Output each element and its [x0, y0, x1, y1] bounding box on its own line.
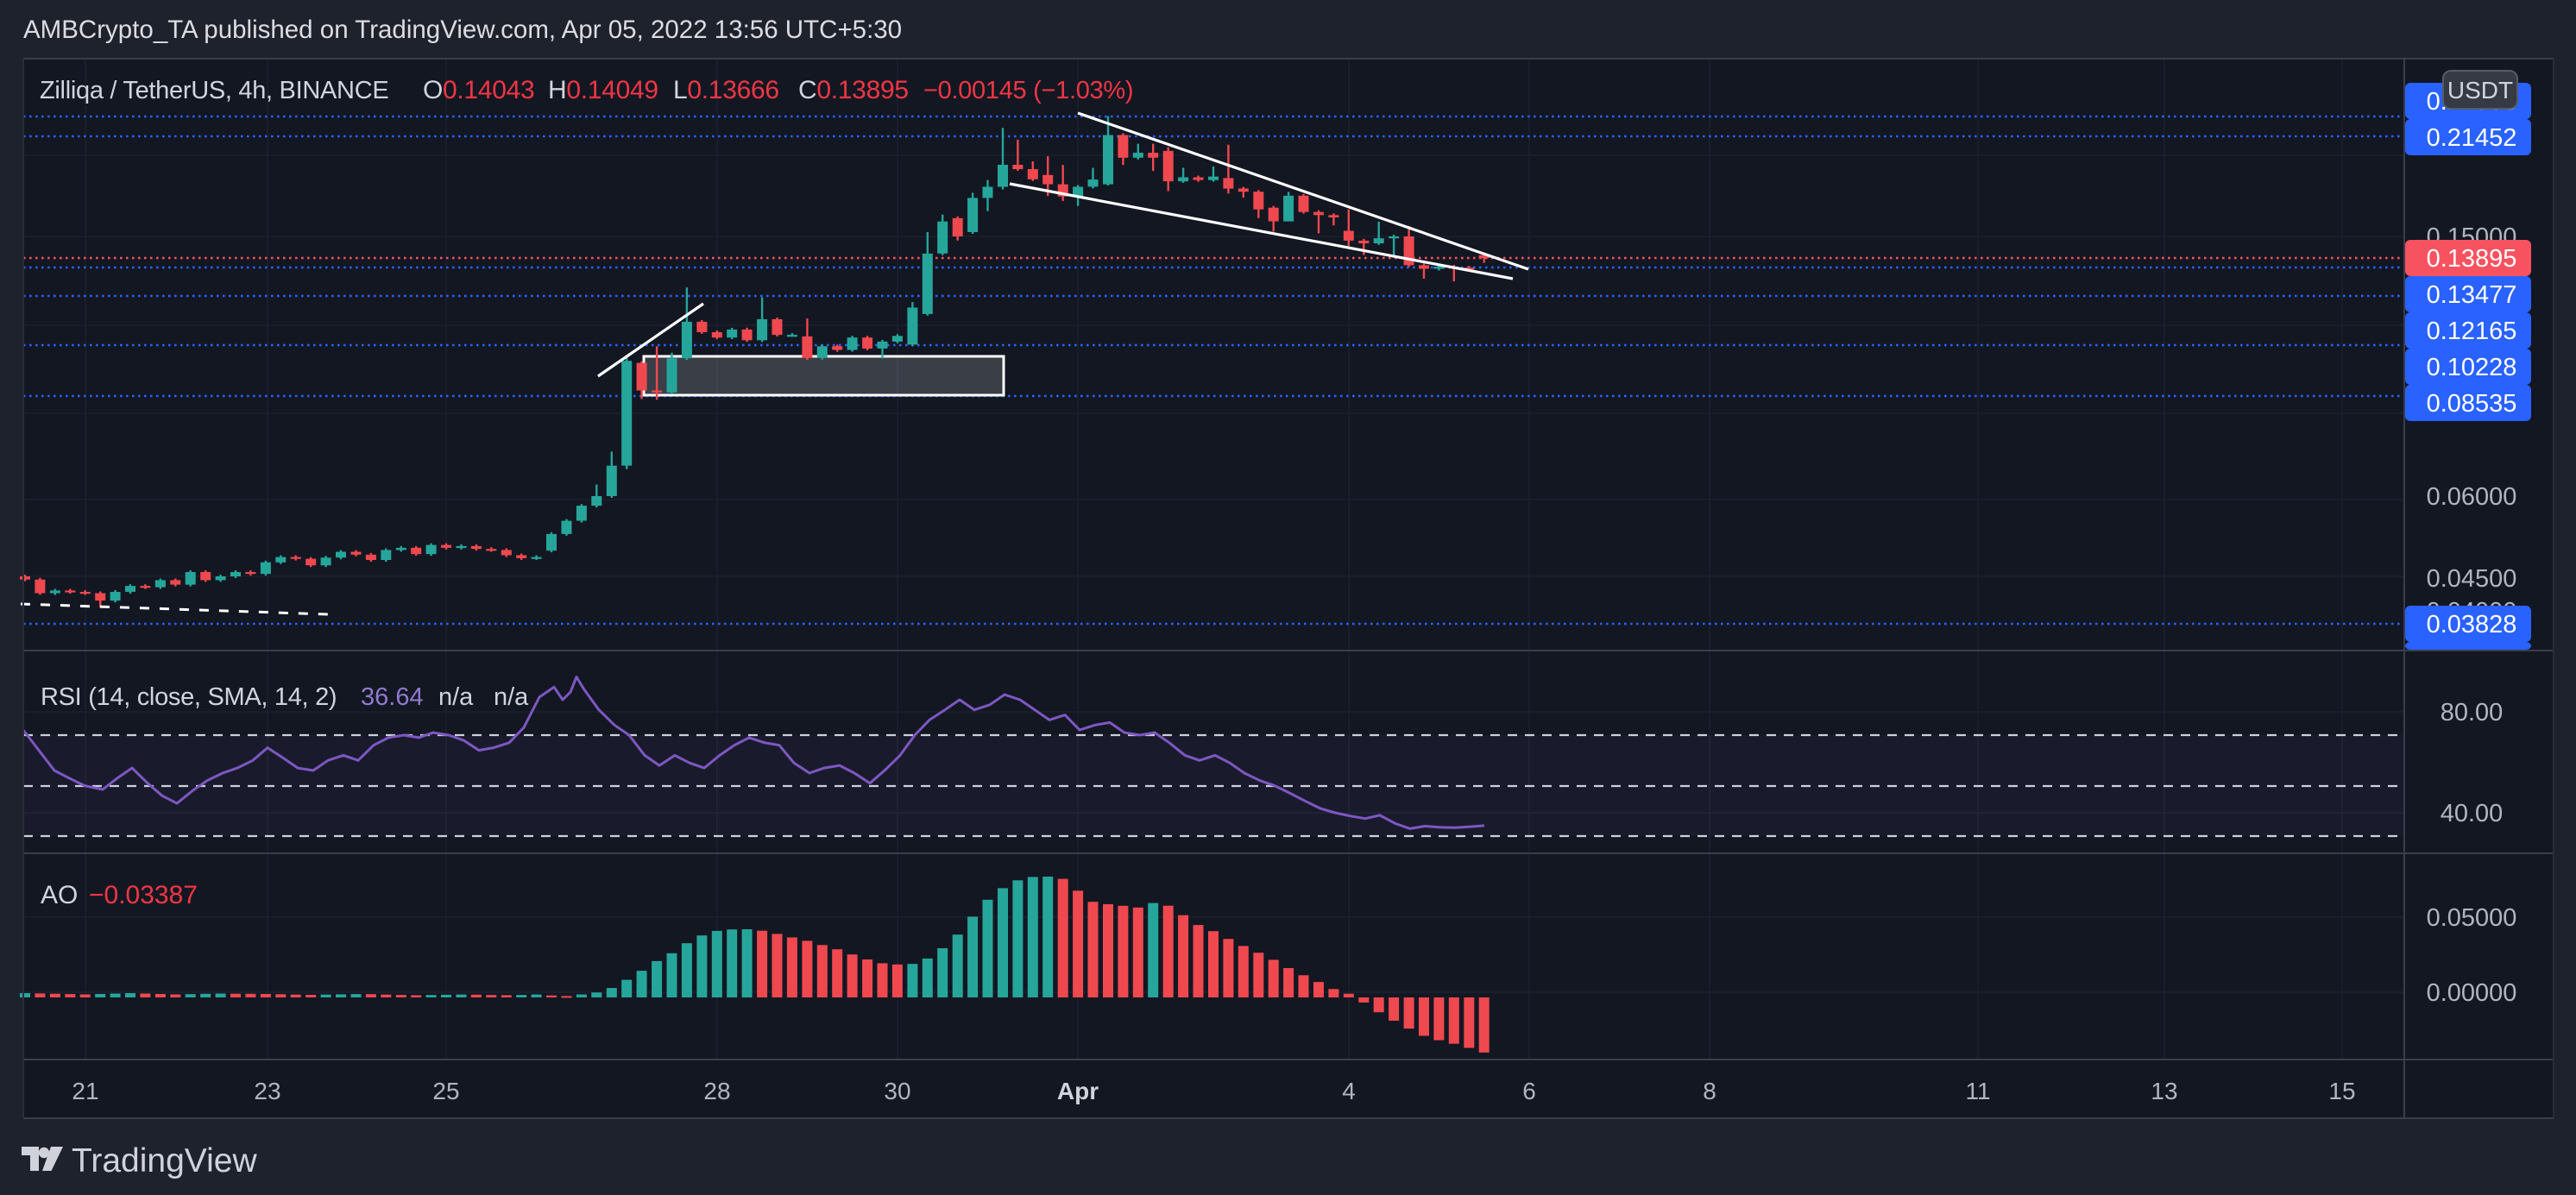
svg-text:AO: AO — [41, 881, 78, 909]
svg-text:0.06000: 0.06000 — [2427, 483, 2517, 511]
svg-text:8: 8 — [1703, 1078, 1716, 1104]
svg-text:30: 30 — [884, 1078, 910, 1104]
svg-text:25: 25 — [432, 1078, 459, 1104]
svg-text:−0.00145 (−1.03%): −0.00145 (−1.03%) — [923, 77, 1133, 104]
svg-text:80.00: 80.00 — [2441, 699, 2504, 726]
svg-text:n/a: n/a — [438, 683, 474, 711]
svg-text:Zilliqa / TetherUS, 4h, BINANC: Zilliqa / TetherUS, 4h, BINANCE — [40, 77, 388, 104]
svg-text:TradingView: TradingView — [72, 1142, 257, 1179]
svg-text:40.00: 40.00 — [2441, 800, 2504, 827]
svg-text:28: 28 — [703, 1078, 730, 1104]
svg-text:0.00000: 0.00000 — [2427, 979, 2517, 1007]
svg-text:11: 11 — [1965, 1078, 1990, 1104]
svg-text:0.13477: 0.13477 — [2427, 281, 2517, 309]
svg-text:0.04500: 0.04500 — [2427, 565, 2517, 593]
svg-text:23: 23 — [254, 1078, 280, 1104]
svg-text:−0.03387: −0.03387 — [89, 881, 198, 909]
svg-text:6: 6 — [1522, 1078, 1536, 1104]
svg-text:13: 13 — [2151, 1078, 2177, 1104]
svg-text:0.03828: 0.03828 — [2427, 611, 2517, 638]
svg-text:0.05000: 0.05000 — [2427, 904, 2517, 932]
svg-text:0.13895: 0.13895 — [2427, 245, 2517, 273]
svg-text:15: 15 — [2328, 1078, 2355, 1104]
svg-text:RSI (14, close, SMA, 14, 2): RSI (14, close, SMA, 14, 2) — [41, 683, 337, 711]
svg-text:O0.14043: O0.14043 — [423, 76, 534, 104]
svg-text:USDT: USDT — [2447, 77, 2513, 104]
svg-text:4: 4 — [1342, 1078, 1356, 1104]
svg-text:L0.13666: L0.13666 — [673, 76, 779, 104]
svg-text:AMBCrypto_TA published on Trad: AMBCrypto_TA published on TradingView.co… — [23, 16, 902, 44]
svg-text:C0.13895: C0.13895 — [798, 76, 909, 104]
svg-text:0.21452: 0.21452 — [2427, 124, 2517, 152]
svg-text:0.10228: 0.10228 — [2427, 354, 2517, 381]
svg-text:36.64: 36.64 — [361, 683, 424, 711]
svg-text:0.08535: 0.08535 — [2427, 390, 2517, 418]
svg-text:0.12165: 0.12165 — [2427, 318, 2517, 345]
svg-text:H0.14049: H0.14049 — [548, 76, 658, 104]
svg-text:n/a: n/a — [494, 683, 529, 711]
svg-text:21: 21 — [72, 1078, 98, 1104]
svg-text:Apr: Apr — [1057, 1078, 1099, 1104]
